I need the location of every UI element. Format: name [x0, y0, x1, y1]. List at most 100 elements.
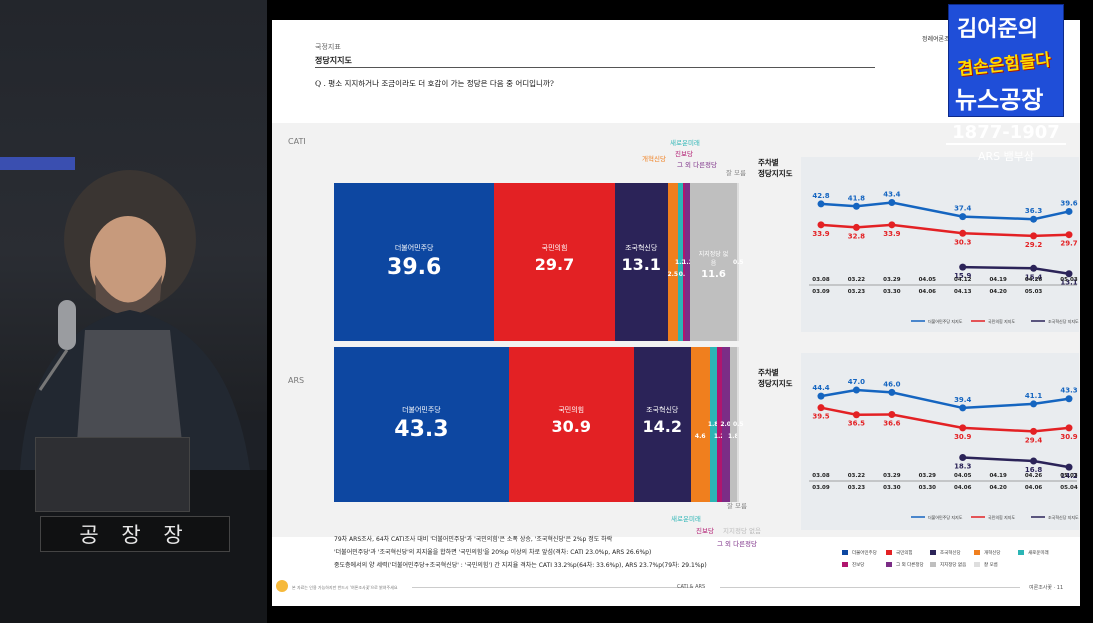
legend-label: 더불어민주당	[852, 551, 877, 556]
segment-party-label: 조국혁신당	[646, 405, 679, 414]
laptop	[35, 437, 190, 512]
bar-segment: 0.6	[679, 183, 689, 343]
legend-swatch	[974, 550, 980, 555]
trend-point	[959, 213, 967, 221]
segment-value: 0.6	[678, 271, 690, 278]
trend-point	[817, 392, 825, 400]
trend-value-label: 29.7	[1060, 240, 1077, 248]
footer-center: CATI & ARS	[677, 584, 706, 590]
segment-value: 13.1	[621, 255, 661, 274]
legend-item: 조국혁신당	[930, 550, 961, 556]
note-line: '더불어민주당'과 '조국혁신당'의 지지율을 합하면 '국민의힘'을 20%p…	[334, 549, 652, 556]
bar-segment: 4.6	[690, 347, 710, 502]
trend-point	[1030, 232, 1038, 240]
bar-segment: 지지정당 없음 11.6	[689, 183, 737, 343]
trend-point	[959, 404, 967, 412]
small-party-label: 그 외 다른정당	[717, 540, 758, 548]
slide: 국정지표 정당지지도 Q . 평소 지지하거나 조금이라도 더 호감이 가는 정…	[272, 20, 1080, 606]
footer-flower-icon	[276, 580, 288, 592]
legend-swatch	[1018, 550, 1024, 555]
segment-value: 1.8	[707, 420, 719, 428]
trend-point	[1065, 270, 1073, 278]
trend-x-tick: 03.30	[919, 485, 937, 491]
segment-value: 11.6	[701, 269, 726, 280]
trend-x-tick: 04.20	[989, 289, 1007, 295]
trend-value-label: 39.4	[954, 396, 971, 404]
legend-swatch	[930, 562, 936, 567]
trend-value-label: 29.2	[1025, 241, 1042, 249]
trend-point	[852, 386, 860, 394]
trend-legend-label: 국민의힘 지지도	[988, 514, 1015, 520]
phone-block: 1877-1907 ARS 뱀부삼	[946, 122, 1066, 164]
trend-x-tick: 03.23	[848, 485, 866, 491]
legend-swatch	[886, 562, 892, 567]
legend-label: 잘 모름	[984, 563, 998, 568]
trend-value-label: 36.6	[883, 419, 900, 427]
segment-value: 29.7	[534, 255, 575, 274]
segment-party-label: 더불어민주당	[394, 244, 434, 252]
legend-swatch	[886, 550, 892, 555]
bar-segment: 0.5	[733, 347, 744, 502]
small-party-label: 잘 모름	[727, 502, 748, 510]
trend-x-tick: 03.30	[883, 485, 901, 491]
trend-x-tick: 04.26	[1025, 277, 1043, 283]
trend-point	[1065, 207, 1073, 215]
bar-segment: 0.5	[733, 183, 744, 343]
note-line: 중도층에서의 양 세력('더불어민주당+조국혁신당' : '국민의힘') 간 지…	[334, 562, 707, 569]
footer-left: 본 자료는 인용 가능하지만 반드시 '여론조사꽃'으로 밝혀주세요	[292, 585, 398, 590]
trend-legend-label: 국민의힘 지지도	[988, 318, 1015, 324]
trend-value-label: 15.4	[1025, 273, 1042, 281]
trend-x-tick: 04.20	[989, 485, 1007, 491]
segment-value: 2.5	[667, 271, 679, 278]
cati-trend-chart: 42.8 41.8 43.4 37.4 36.3 39.6 33.9 32.8 33.9 30.3…	[801, 157, 1079, 332]
trend-legend-label: 더불어민주당 지지도	[928, 318, 963, 324]
small-party-label: 진보당	[696, 527, 714, 535]
small-party-label: 지지정당 없음	[723, 527, 761, 535]
bar-segment: 1.8	[708, 347, 718, 502]
bar-segment: 국민의힘 30.9	[508, 347, 634, 502]
trend-x-tick: 04.19	[989, 277, 1007, 283]
trend-value-label: 30.3	[954, 238, 971, 246]
segment-value: 1.2	[682, 259, 693, 266]
bar-segment: 2.5	[667, 183, 678, 343]
bar-segment: 조국혁신당 14.2	[633, 347, 691, 502]
slide-divider	[315, 67, 875, 68]
small-party-label: 그 외 다른정당	[677, 161, 718, 169]
trend-value-label: 32.8	[848, 232, 865, 240]
trend-point	[1030, 427, 1038, 435]
trend-x-tick: 05.03	[1060, 473, 1078, 479]
segment-value: 1.2	[713, 432, 725, 440]
trend-point	[1065, 395, 1073, 403]
trend-point	[959, 263, 967, 271]
legend-label: 진보당	[852, 563, 865, 568]
trend-point	[959, 229, 967, 237]
ars-stacked-bar: 더불어민주당 43.3 국민의힘 30.9 조국혁신당 14.2 4.6 1.8 1.2 2.0 1…	[334, 347, 744, 502]
trend-value-label: 15.9	[954, 272, 971, 280]
segment-value: 14.2	[642, 416, 683, 436]
trend-x-tick: 03.22	[848, 277, 866, 283]
trend-line	[820, 201, 1070, 221]
studio-screen-bar	[0, 157, 75, 170]
trend-x-tick: 05.04	[1060, 485, 1078, 491]
trend-line	[820, 406, 1070, 433]
trend-x-tick: 04.05	[954, 473, 972, 479]
cati-trend-title: 주차별 정당지지도	[758, 158, 793, 178]
trend-legend-label: 조국혁신당 지지도	[1048, 514, 1079, 520]
trend-x-tick: 04.06	[954, 485, 972, 491]
segment-value: 1.2	[674, 259, 686, 266]
legend-label: 조국혁신당	[940, 551, 961, 556]
legend-item: 잘 모름	[974, 562, 998, 568]
footer-rule	[412, 587, 692, 588]
legend-label: 국민의힘	[896, 551, 913, 556]
footer-rule-right	[720, 587, 1020, 588]
legend-item: 개혁신당	[974, 550, 1001, 556]
segment-value: 0.5	[732, 259, 744, 266]
trend-x-tick: 05.03	[1060, 277, 1078, 283]
segment-party-label: 국민의힘	[541, 244, 568, 252]
trend-line	[962, 265, 1070, 275]
cati-label: CATI	[288, 137, 306, 146]
trend-value-label: 42.8	[812, 192, 829, 200]
segment-party-label: 국민의힘	[558, 405, 585, 414]
trend-value-label: 36.5	[848, 420, 865, 428]
slide-section-label: 국정지표	[315, 43, 341, 51]
